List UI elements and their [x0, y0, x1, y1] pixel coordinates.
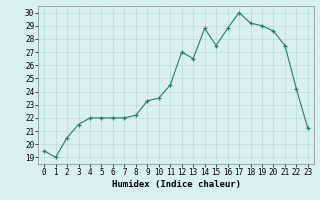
X-axis label: Humidex (Indice chaleur): Humidex (Indice chaleur)	[111, 180, 241, 189]
